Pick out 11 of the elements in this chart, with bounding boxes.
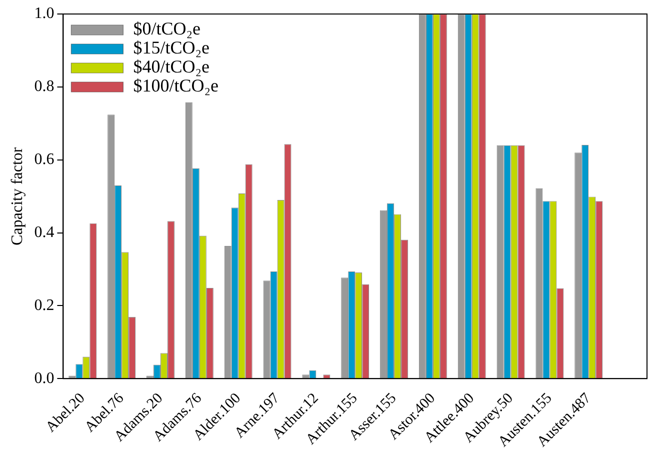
legend-label: $15/tCO₂e bbox=[133, 38, 210, 58]
legend-label: $0/tCO₂e bbox=[133, 18, 200, 39]
y-tick-label: 0.8 bbox=[34, 78, 54, 96]
y-tick-label: 0.6 bbox=[34, 151, 54, 168]
legend-label: $100/tCO₂e bbox=[133, 76, 218, 96]
legend-label: $40/tCO₂e bbox=[133, 56, 210, 77]
y-tick-label: 0.2 bbox=[34, 296, 54, 314]
y-tick-label: 0.4 bbox=[34, 224, 54, 241]
y-tick-label: 0.0 bbox=[34, 370, 54, 387]
y-axis-title: Capacity factor bbox=[8, 146, 26, 246]
y-tick-label: 1.0 bbox=[34, 5, 54, 22]
